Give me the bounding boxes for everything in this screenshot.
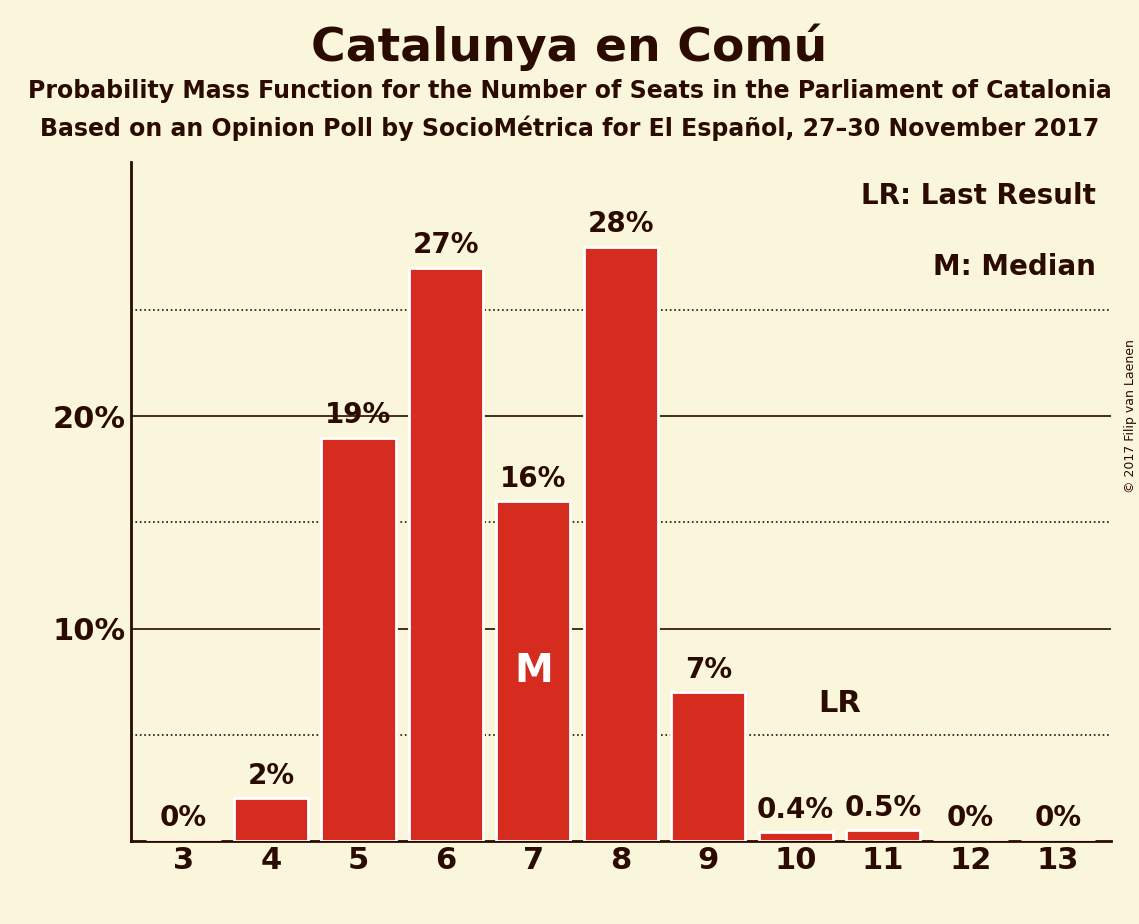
Bar: [846, 831, 920, 841]
Text: 0.5%: 0.5%: [844, 794, 921, 821]
Text: 19%: 19%: [326, 401, 392, 429]
Text: LR: LR: [818, 688, 861, 718]
Text: Probability Mass Function for the Number of Seats in the Parliament of Catalonia: Probability Mass Function for the Number…: [27, 79, 1112, 103]
Text: 0%: 0%: [1034, 805, 1082, 833]
Bar: [321, 438, 395, 841]
Bar: [759, 833, 833, 841]
Bar: [671, 692, 745, 841]
Text: Catalunya en Comú: Catalunya en Comú: [311, 23, 828, 70]
Text: M: Median: M: Median: [933, 253, 1096, 282]
Text: M: M: [514, 652, 552, 690]
Text: 28%: 28%: [588, 210, 654, 238]
Bar: [497, 501, 571, 841]
Text: 0%: 0%: [947, 805, 994, 833]
Text: © 2017 Filip van Laenen: © 2017 Filip van Laenen: [1124, 339, 1137, 492]
Text: Based on an Opinion Poll by SocioMétrica for El Español, 27–30 November 2017: Based on an Opinion Poll by SocioMétrica…: [40, 116, 1099, 141]
Bar: [583, 247, 658, 841]
Text: 16%: 16%: [500, 465, 566, 492]
Text: 2%: 2%: [247, 762, 295, 790]
Text: LR: Last Result: LR: Last Result: [861, 182, 1096, 210]
Text: 0%: 0%: [159, 805, 207, 833]
Text: 27%: 27%: [412, 231, 480, 260]
Bar: [409, 268, 483, 841]
Text: 7%: 7%: [685, 656, 731, 684]
Text: 0.4%: 0.4%: [757, 796, 834, 824]
Bar: [233, 798, 308, 841]
